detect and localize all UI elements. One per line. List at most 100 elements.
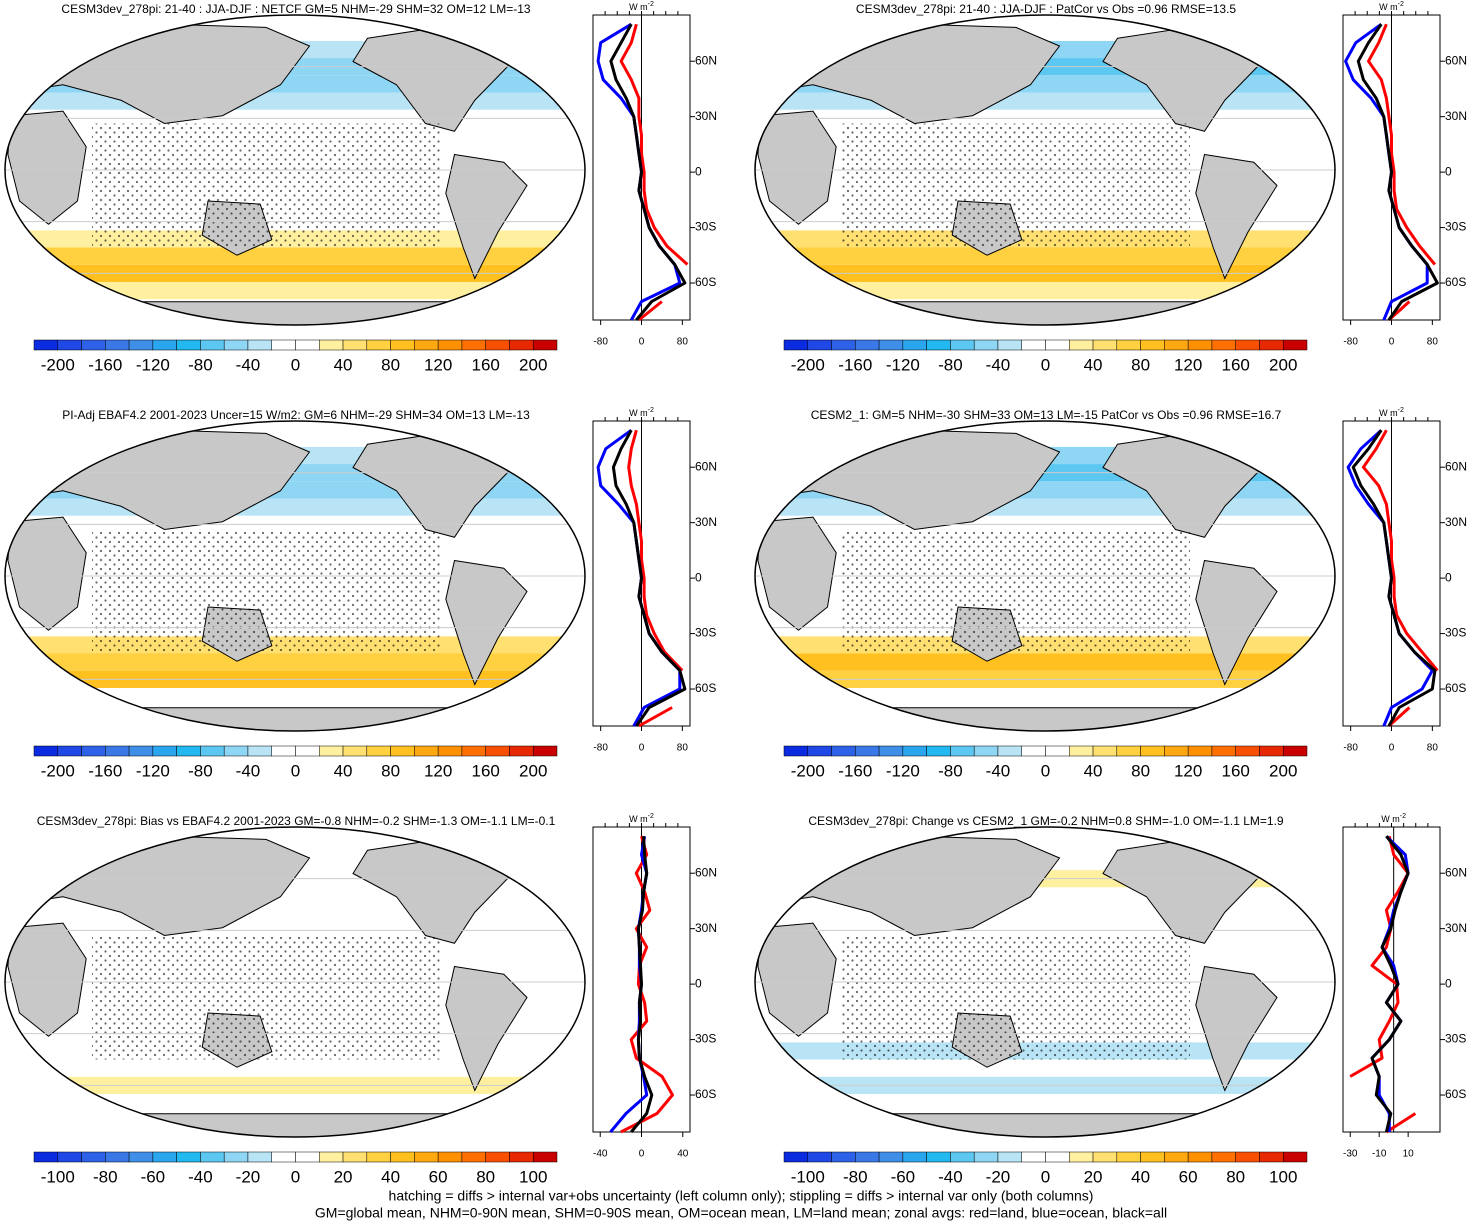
colorbar-box <box>152 339 177 351</box>
unit-label: W m-2 <box>1381 813 1406 825</box>
panel: CESM3dev_278pi: Bias vs EBAF4.2 2001-202… <box>4 813 717 1186</box>
y-tick-label: 60N <box>695 53 717 67</box>
colorbar-box <box>437 1151 463 1163</box>
colorbar-box <box>342 745 368 757</box>
zonal-line <box>609 23 687 321</box>
unit-exponent: -2 <box>1400 813 1406 820</box>
colorbar-label: -120 <box>886 761 920 780</box>
unit-exponent: -2 <box>1398 1 1404 8</box>
colorbar-box <box>1259 1151 1284 1163</box>
colorbar-label: -120 <box>136 761 170 780</box>
colorbar-box <box>1045 1151 1070 1163</box>
colorbar-box <box>295 745 320 757</box>
unit-label: W m-2 <box>629 1 654 13</box>
colorbar-label: -100 <box>791 1167 825 1186</box>
colorbar-label: 0 <box>1041 761 1050 780</box>
stippling <box>842 935 1190 1060</box>
colorbar-label: -80 <box>938 761 963 780</box>
colorbar-box <box>1282 1151 1308 1163</box>
colorbar-box <box>1069 745 1094 757</box>
colorbar-label: 40 <box>1084 355 1103 374</box>
colorbar-box <box>973 1151 999 1163</box>
x-tick-label: -40 <box>593 1149 608 1160</box>
colorbar-label: -40 <box>236 355 261 374</box>
land <box>757 110 837 225</box>
map-zonal-band <box>5 15 585 41</box>
map-border <box>754 420 1336 732</box>
colorbar-box <box>807 1151 832 1163</box>
colorbar-box <box>414 1151 439 1163</box>
zonal-line <box>596 22 682 321</box>
colorbar-label: -60 <box>141 1167 166 1186</box>
y-tick-label: 30S <box>1445 1032 1466 1046</box>
colorbar-label: -80 <box>188 761 213 780</box>
colorbar-box <box>1259 339 1284 351</box>
x-tick-label: 40 <box>677 1149 689 1160</box>
colorbar-box <box>831 745 856 757</box>
stippling <box>842 529 1190 654</box>
x-tick-label: 0 <box>1389 337 1395 348</box>
unit-text: W m <box>1381 814 1400 824</box>
x-tick-label: 10 <box>1403 1149 1415 1160</box>
zonal-line <box>1344 22 1429 321</box>
land <box>520 849 572 874</box>
colorbar-box <box>1187 339 1213 351</box>
colorbar-box <box>81 339 106 351</box>
unit-label: W m-2 <box>629 813 654 825</box>
antarctica <box>755 707 1335 731</box>
colorbar-box <box>831 339 856 351</box>
colorbar-box <box>295 339 320 351</box>
colorbar-box <box>414 339 439 351</box>
x-tick-label: -80 <box>593 743 608 754</box>
colorbar-box <box>57 339 82 351</box>
map-zonal-band <box>755 687 1335 706</box>
zonal-line <box>611 429 687 727</box>
colorbar-box <box>1069 1151 1094 1163</box>
x-tick-label: -80 <box>1343 337 1358 348</box>
colorbar-box <box>200 1151 225 1163</box>
colorbar-label: 200 <box>519 761 547 780</box>
colorbar-box <box>295 1151 320 1163</box>
y-tick-label: 30N <box>1445 921 1467 935</box>
panel-title: CESM3dev_278pi: Bias vs EBAF4.2 2001-202… <box>37 814 556 828</box>
antarctica <box>5 707 585 731</box>
panel-title: CESM3dev_278pi: 21-40 : JJA-DJF : NETCF … <box>61 2 530 16</box>
y-tick-label: 60S <box>695 1087 716 1101</box>
colorbar-box <box>1259 745 1284 757</box>
colorbar-label: 60 <box>429 1167 448 1186</box>
colorbar-box <box>390 339 415 351</box>
colorbar-box <box>926 745 951 757</box>
colorbar-box <box>902 339 927 351</box>
panel-title: CESM3dev_278pi: Change vs CESM2_1 GM=-0.… <box>808 814 1284 828</box>
land <box>445 153 528 280</box>
map-zonal-band <box>5 498 585 516</box>
map-zonal-band <box>755 653 1335 671</box>
y-tick-label: 60N <box>1445 53 1467 67</box>
colorbar-box <box>1045 745 1070 757</box>
colorbar-box <box>1021 745 1046 757</box>
colorbar-box <box>81 745 106 757</box>
footer-line: GM=global mean, NHM=0-90N mean, SHM=0-90… <box>315 1205 1167 1221</box>
y-tick-label: 30N <box>1445 515 1467 529</box>
colorbar-label: -80 <box>93 1167 118 1186</box>
colorbar-box <box>223 1151 249 1163</box>
zonal-line <box>1367 23 1437 322</box>
colorbar-box <box>105 339 130 351</box>
y-tick-label: 30S <box>695 1032 716 1046</box>
colorbar-label: 120 <box>1174 761 1202 780</box>
footer-line: hatching = diffs > internal var+obs unce… <box>389 1188 1094 1204</box>
unit-exponent: -2 <box>1398 407 1404 414</box>
colorbar-box <box>1021 1151 1046 1163</box>
colorbar-box <box>807 339 832 351</box>
colorbar-box <box>973 339 999 351</box>
colorbar-box <box>176 339 201 351</box>
colorbar-box <box>271 339 296 351</box>
colorbar-box <box>152 1151 177 1163</box>
panel: CESM3dev_278pi: 21-40 : JJA-DJF : PatCor… <box>754 1 1467 374</box>
x-tick-label: 0 <box>1389 743 1395 754</box>
x-tick-label: -80 <box>1343 743 1358 754</box>
map-zonal-band <box>5 687 585 706</box>
colorbar-box <box>33 339 59 351</box>
colorbar-box <box>532 339 558 351</box>
